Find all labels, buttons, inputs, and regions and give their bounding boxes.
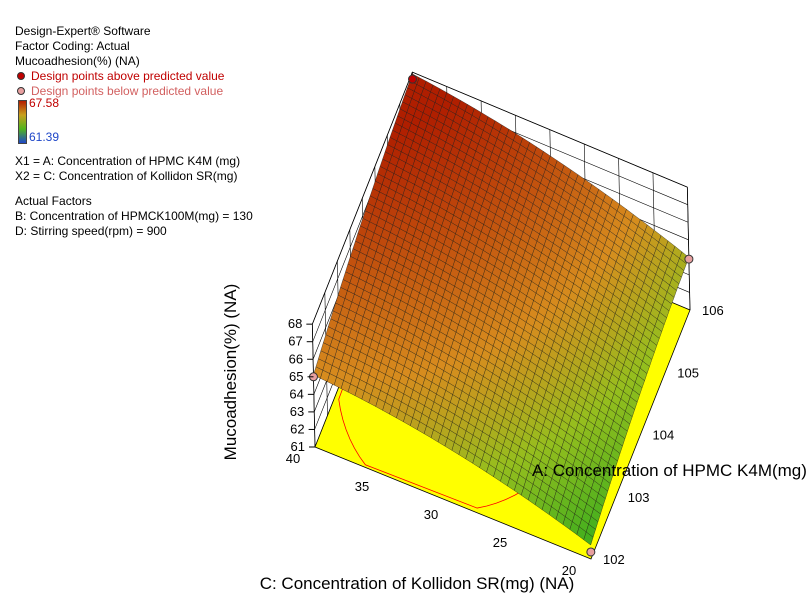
color-max-label: 67.58: [29, 96, 60, 110]
response-label: Mucoadhesion(%) (NA): [15, 54, 140, 68]
z-axis: 61 62 63 64 65 66 67 68: [288, 316, 315, 454]
z-tick-label: 61: [291, 439, 305, 454]
x2-definition: X2 = C: Concentration of Kollidon SR(mg): [15, 169, 238, 183]
box-vertical-edge: [686, 187, 691, 311]
a-tick-label: 102: [603, 552, 625, 567]
actual-factors-title: Actual Factors: [15, 194, 92, 208]
box-front-edges: [311, 187, 691, 448]
z-tick-label: 65: [289, 369, 303, 384]
legend-below-item: Design points below predicted value: [15, 84, 253, 99]
factor-coding-label: Factor Coding: Actual: [15, 39, 130, 53]
design-point-above: [407, 74, 417, 84]
box-vertical-edge: [311, 324, 316, 448]
a-tick-label: 103: [628, 490, 650, 505]
design-point-below: [684, 254, 694, 264]
response-surface: [313, 73, 690, 546]
a-axis-title: A: Concentration of HPMC K4M(mg) (NA): [532, 461, 809, 480]
below-point-icon: [17, 87, 25, 96]
factor-d-value: D: Stirring speed(rpm) = 900: [15, 224, 167, 238]
legend-above-item: Design points above predicted value: [15, 69, 253, 84]
c-tick-label: 35: [355, 479, 369, 494]
legend-below-label: Design points below predicted value: [31, 84, 224, 98]
chart-legend: Design-Expert® Software Factor Coding: A…: [15, 24, 253, 239]
a-tick-label: 105: [677, 365, 699, 380]
z-tick-label: 67: [288, 334, 302, 349]
z-axis-title: Mucoadhesion(%) (NA): [221, 284, 240, 461]
above-point-icon: [17, 72, 25, 81]
x1-definition: X1 = A: Concentration of HPMC K4M (mg): [15, 154, 241, 168]
c-tick-label: 30: [424, 507, 438, 522]
color-scale: 67.58 61.39: [15, 96, 253, 144]
z-tick-label: 64: [289, 386, 303, 401]
a-axis: 102 103 104 105 106: [603, 303, 724, 567]
software-label: Design-Expert® Software: [15, 24, 151, 38]
z-tick-label: 66: [289, 351, 303, 366]
color-gradient-bar: [18, 100, 27, 144]
z-tick-label: 63: [290, 404, 304, 419]
c-tick-label: 20: [562, 563, 576, 578]
surface-facet: [583, 531, 594, 546]
c-tick-label: 25: [493, 535, 507, 550]
z-tick-label: 62: [290, 421, 304, 436]
c-axis: 20 25 30 35 40: [286, 451, 576, 578]
a-tick-label: 104: [653, 428, 675, 443]
c-tick-label: 40: [286, 451, 300, 466]
factor-b-value: B: Concentration of HPMCK100M(mg) = 130: [15, 209, 253, 223]
c-axis-title: C: Concentration of Kollidon SR(mg) (NA): [260, 574, 575, 593]
a-tick-label: 106: [702, 303, 724, 318]
box-top-edge: [311, 71, 688, 325]
design-point-below: [586, 547, 596, 557]
color-min-label: 61.39: [29, 130, 60, 144]
legend-above-label: Design points above predicted value: [31, 69, 225, 83]
design-points: [308, 74, 694, 557]
z-tick-label: 68: [288, 316, 302, 331]
